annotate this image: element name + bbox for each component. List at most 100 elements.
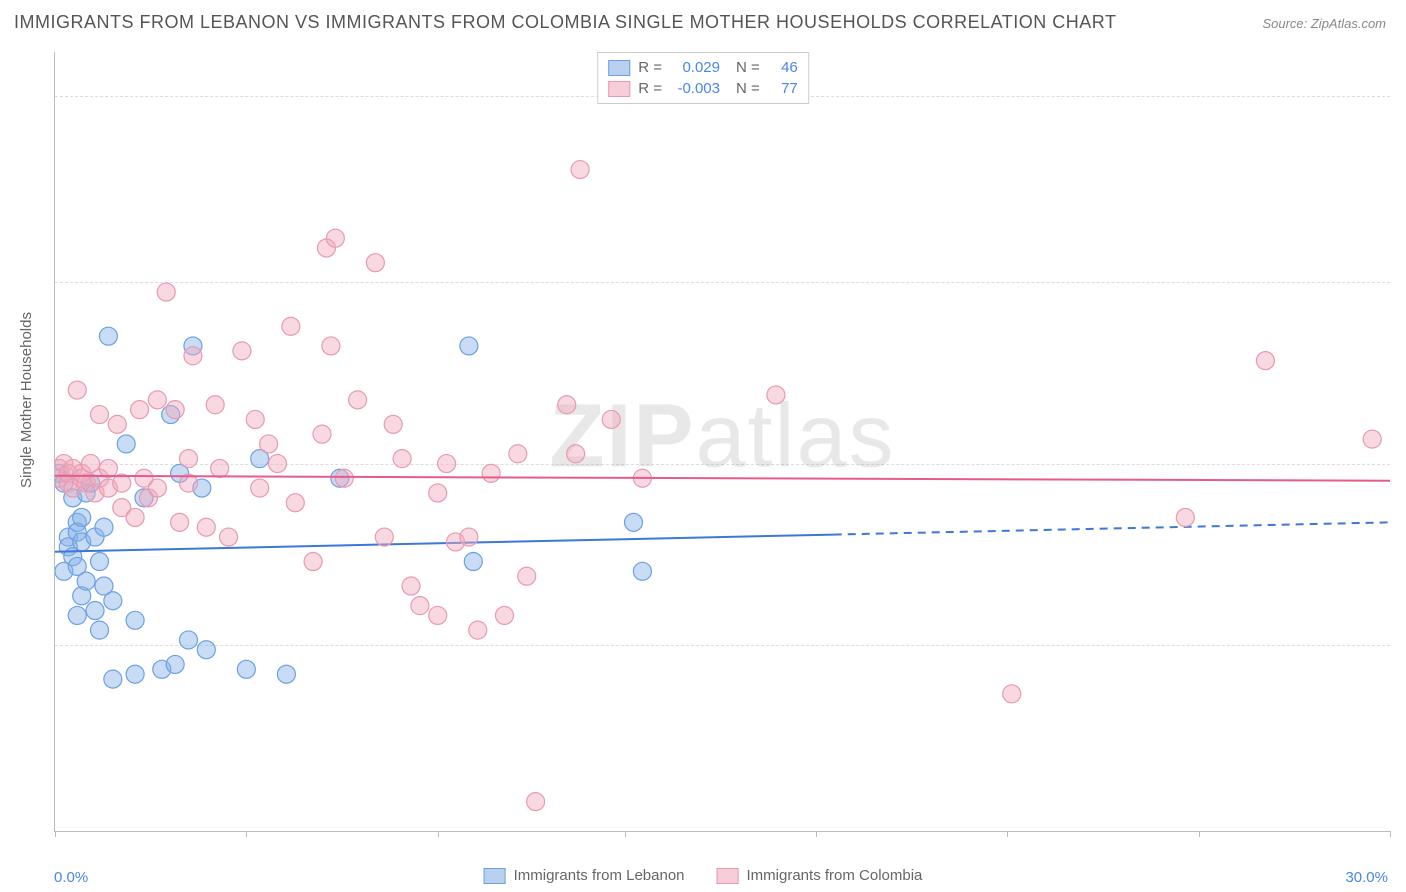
x-tick: [625, 831, 626, 837]
scatter-point: [384, 415, 402, 433]
scatter-point: [375, 528, 393, 546]
x-axis-min-label: 0.0%: [54, 869, 88, 886]
scatter-point: [95, 518, 113, 536]
scatter-point: [104, 592, 122, 610]
scatter-point: [518, 567, 536, 585]
r-label: R =: [638, 80, 662, 97]
scatter-point: [625, 513, 643, 531]
scatter-point: [131, 401, 149, 419]
scatter-point: [277, 665, 295, 683]
x-tick: [1390, 831, 1391, 837]
y-tick-label: 15.0%: [1396, 88, 1406, 105]
scatter-point: [157, 283, 175, 301]
scatter-point: [767, 386, 785, 404]
scatter-point: [126, 508, 144, 526]
scatter-point: [197, 641, 215, 659]
x-tick: [55, 831, 56, 837]
scatter-point: [393, 450, 411, 468]
regression-line: [55, 535, 834, 552]
n-label: N =: [736, 80, 760, 97]
legend-series-label: Immigrants from Lebanon: [514, 867, 685, 884]
scatter-point: [527, 793, 545, 811]
scatter-point: [68, 606, 86, 624]
scatter-point: [148, 479, 166, 497]
legend-swatch: [484, 868, 506, 884]
scatter-point: [326, 229, 344, 247]
scatter-point: [349, 391, 367, 409]
scatter-point: [171, 513, 189, 531]
scatter-point: [206, 396, 224, 414]
legend-swatch: [608, 60, 630, 76]
scatter-point: [464, 553, 482, 571]
scatter-point: [180, 631, 198, 649]
scatter-point: [260, 435, 278, 453]
x-tick: [246, 831, 247, 837]
legend-swatch: [608, 81, 630, 97]
x-tick: [1199, 831, 1200, 837]
scatter-svg: [55, 52, 1390, 831]
scatter-point: [286, 494, 304, 512]
y-tick-label: 3.8%: [1396, 636, 1406, 653]
scatter-point: [126, 611, 144, 629]
scatter-point: [460, 337, 478, 355]
scatter-point: [108, 415, 126, 433]
n-value: 77: [768, 80, 798, 97]
scatter-point: [68, 381, 86, 399]
scatter-point: [438, 455, 456, 473]
r-value: 0.029: [670, 59, 720, 76]
scatter-point: [166, 655, 184, 673]
y-tick-label: 11.2%: [1396, 274, 1406, 291]
scatter-point: [335, 469, 353, 487]
legend-series-item: Immigrants from Colombia: [717, 867, 923, 884]
scatter-point: [180, 450, 198, 468]
scatter-point: [91, 621, 109, 639]
legend-series-label: Immigrants from Colombia: [747, 867, 923, 884]
scatter-point: [304, 553, 322, 571]
y-tick-label: 7.5%: [1396, 455, 1406, 472]
scatter-point: [148, 391, 166, 409]
scatter-point: [86, 602, 104, 620]
scatter-point: [91, 406, 109, 424]
scatter-point: [104, 670, 122, 688]
scatter-point: [99, 327, 117, 345]
scatter-point: [184, 347, 202, 365]
scatter-point: [166, 401, 184, 419]
scatter-point: [402, 577, 420, 595]
scatter-point: [211, 459, 229, 477]
scatter-point: [117, 435, 135, 453]
x-tick: [438, 831, 439, 837]
scatter-point: [366, 254, 384, 272]
legend-series-item: Immigrants from Lebanon: [484, 867, 685, 884]
scatter-point: [469, 621, 487, 639]
scatter-point: [558, 396, 576, 414]
scatter-point: [282, 317, 300, 335]
scatter-point: [411, 597, 429, 615]
source-attribution: Source: ZipAtlas.com: [1262, 16, 1386, 31]
scatter-point: [313, 425, 331, 443]
legend-correlation-row: R =0.029N =46: [608, 57, 798, 78]
y-axis-label: Single Mother Households: [18, 312, 35, 488]
scatter-point: [77, 572, 95, 590]
scatter-point: [1363, 430, 1381, 448]
legend-swatch: [717, 868, 739, 884]
scatter-point: [91, 553, 109, 571]
scatter-point: [237, 660, 255, 678]
scatter-point: [126, 665, 144, 683]
scatter-point: [633, 562, 651, 580]
scatter-point: [251, 479, 269, 497]
scatter-point: [99, 459, 117, 477]
scatter-point: [495, 606, 513, 624]
scatter-point: [1003, 685, 1021, 703]
scatter-point: [269, 455, 287, 473]
scatter-point: [322, 337, 340, 355]
scatter-point: [571, 161, 589, 179]
scatter-point: [1256, 352, 1274, 370]
scatter-point: [567, 445, 585, 463]
r-label: R =: [638, 59, 662, 76]
regression-line-extrapolated: [834, 522, 1390, 534]
scatter-point: [1176, 508, 1194, 526]
x-axis-max-label: 30.0%: [1345, 869, 1388, 886]
scatter-point: [482, 464, 500, 482]
scatter-point: [233, 342, 251, 360]
r-value: -0.003: [670, 80, 720, 97]
